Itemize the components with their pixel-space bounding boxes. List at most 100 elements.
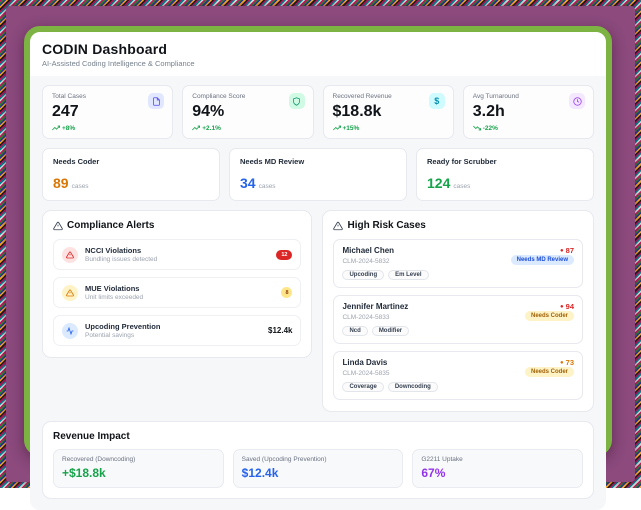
page-subtitle: AI-Assisted Coding Intelligence & Compli… xyxy=(42,59,195,68)
queue-card-ready-for-scrubber[interactable]: Ready for Scrubber 124 cases xyxy=(416,148,594,201)
stats-row: Total Cases 247 +8% Compliance Score 94% xyxy=(42,85,594,139)
case-card-jennifer-martinez[interactable]: Jennifer Martinez ● 94 CLM-2024-5833 Nee… xyxy=(333,295,583,344)
status-badge: Needs Coder xyxy=(524,367,574,377)
dashboard-content: Total Cases 247 +8% Compliance Score 94% xyxy=(30,76,606,510)
stat-trend: +8% xyxy=(52,124,163,132)
compliance-alerts-panel: Compliance Alerts NCCI Violations Bundli… xyxy=(42,210,313,358)
case-card-linda-davis[interactable]: Linda Davis ● 73 CLM-2024-5835 Needs Cod… xyxy=(333,351,583,400)
dashboard-header: CODIN Dashboard AI-Assisted Coding Intel… xyxy=(42,41,594,68)
case-risk-score: ● 73 xyxy=(560,358,574,367)
stat-card-avg-turnaround: Avg Turnaround 3.2h -22% xyxy=(462,85,594,139)
queue-label: Needs MD Review xyxy=(240,157,305,166)
alert-value: $12.4k xyxy=(268,326,293,335)
queue-count: 89 xyxy=(53,175,69,191)
alert-count-badge: 12 xyxy=(276,249,293,260)
revenue-value: +$18.8k xyxy=(62,466,106,480)
activity-icon xyxy=(62,322,78,339)
file-icon xyxy=(148,93,165,109)
clock-icon xyxy=(569,93,585,109)
case-risk-score: ● 87 xyxy=(560,246,574,255)
case-score-value: 73 xyxy=(565,358,574,367)
alert-item-mue[interactable]: MUE Violations Unit limits exceeded 8 xyxy=(53,277,302,308)
stat-trend-value: -22% xyxy=(482,124,498,132)
page-title: CODIN Dashboard xyxy=(42,41,168,57)
stat-label: Recovered Revenue xyxy=(332,93,392,100)
risk-dot-icon: ● xyxy=(560,359,564,366)
case-tags: Ncd Modifier xyxy=(342,326,574,336)
alert-subtitle: Potential savings xyxy=(85,332,135,339)
queue-unit: cases xyxy=(453,183,471,190)
stat-card-total-cases: Total Cases 247 +8% xyxy=(42,85,174,139)
warning-triangle-icon xyxy=(333,221,344,230)
case-tags: Coverage Downcoding xyxy=(342,382,574,392)
revenue-label: G2211 Uptake xyxy=(421,456,463,463)
alert-subtitle: Bundling issues detected xyxy=(85,256,158,263)
case-risk-score: ● 94 xyxy=(560,302,574,311)
alert-title: MUE Violations xyxy=(85,284,140,293)
case-tag: Coverage xyxy=(342,382,384,392)
queue-unit: cases xyxy=(71,183,89,190)
revenue-impact-title: Revenue Impact xyxy=(53,431,130,442)
stat-value: $18.8k xyxy=(332,103,382,120)
panel-title-text: High Risk Cases xyxy=(347,220,426,231)
alert-triangle-icon xyxy=(62,284,78,301)
stat-label: Avg Turnaround xyxy=(472,93,519,100)
high-risk-cases-panel: High Risk Cases Michael Chen ● 87 xyxy=(322,210,594,412)
queues-row: Needs Coder 89 cases Needs MD Review 34 … xyxy=(42,148,594,201)
trending-up-icon xyxy=(332,125,341,131)
alert-item-ncci[interactable]: NCCI Violations Bundling issues detected… xyxy=(53,239,302,270)
case-tag: Ncd xyxy=(342,326,368,336)
revenue-box-saved: Saved (Upcoding Prevention) $12.4k xyxy=(232,449,404,488)
revenue-impact-panel: Revenue Impact Recovered (Downcoding) +$… xyxy=(42,421,594,499)
status-badge: Needs Coder xyxy=(524,311,574,321)
revenue-value: 67% xyxy=(421,466,446,480)
queue-count: 34 xyxy=(240,175,256,191)
stat-label: Total Cases xyxy=(52,93,86,100)
alert-item-upcoding-prevention[interactable]: Upcoding Prevention Potential savings $1… xyxy=(53,315,302,346)
stat-label: Compliance Score xyxy=(192,93,246,100)
risk-dot-icon: ● xyxy=(560,247,564,254)
alert-subtitle: Unit limits exceeded xyxy=(85,294,144,301)
stat-value: 247 xyxy=(52,103,79,120)
trending-down-icon xyxy=(472,125,481,131)
case-card-michael-chen[interactable]: Michael Chen ● 87 CLM-2024-5832 Needs MD… xyxy=(333,239,583,288)
queue-card-needs-coder[interactable]: Needs Coder 89 cases xyxy=(42,148,220,201)
compliance-alerts-title: Compliance Alerts xyxy=(53,220,301,231)
revenue-label: Recovered (Downcoding) xyxy=(62,456,136,463)
stat-trend-value: +15% xyxy=(342,124,360,132)
alert-count-badge: 8 xyxy=(281,287,293,298)
panels-row: Compliance Alerts NCCI Violations Bundli… xyxy=(42,210,594,412)
case-claim-id: CLM-2024-5832 xyxy=(342,258,390,265)
stat-trend: +2.1% xyxy=(192,124,303,132)
revenue-value: $12.4k xyxy=(241,466,279,480)
high-risk-cases-title: High Risk Cases xyxy=(333,220,583,231)
stat-trend: -22% xyxy=(472,124,584,132)
case-name: Linda Davis xyxy=(342,358,388,367)
revenue-label: Saved (Upcoding Prevention) xyxy=(241,456,327,463)
queue-count: 124 xyxy=(427,175,451,191)
status-badge: Needs MD Review xyxy=(510,255,574,265)
case-tags: Upcoding Em Level xyxy=(342,270,574,280)
queue-unit: cases xyxy=(258,183,276,190)
dashboard-window: CODIN Dashboard AI-Assisted Coding Intel… xyxy=(24,26,612,510)
stat-trend: +15% xyxy=(332,124,444,132)
case-score-value: 94 xyxy=(565,302,574,311)
stat-trend-value: +2.1% xyxy=(202,124,221,132)
queue-label: Ready for Scrubber xyxy=(427,157,497,166)
dollar-icon: $ xyxy=(428,93,445,109)
panel-title-text: Compliance Alerts xyxy=(67,220,155,231)
alert-title: NCCI Violations xyxy=(85,246,142,255)
trending-up-icon xyxy=(52,125,60,131)
case-tag: Modifier xyxy=(371,326,410,336)
stat-card-compliance-score: Compliance Score 94% +2.1% xyxy=(182,85,314,139)
revenue-box-g2211: G2211 Uptake 67% xyxy=(412,449,584,488)
risk-dot-icon: ● xyxy=(560,303,564,310)
queue-card-needs-md-review[interactable]: Needs MD Review 34 cases xyxy=(229,148,407,201)
case-name: Jennifer Martinez xyxy=(342,302,409,311)
case-tag: Downcoding xyxy=(387,382,438,392)
alert-triangle-icon xyxy=(62,246,78,263)
case-claim-id: CLM-2024-5833 xyxy=(342,314,390,321)
stat-value: 94% xyxy=(192,103,225,120)
trending-up-icon xyxy=(192,125,201,131)
